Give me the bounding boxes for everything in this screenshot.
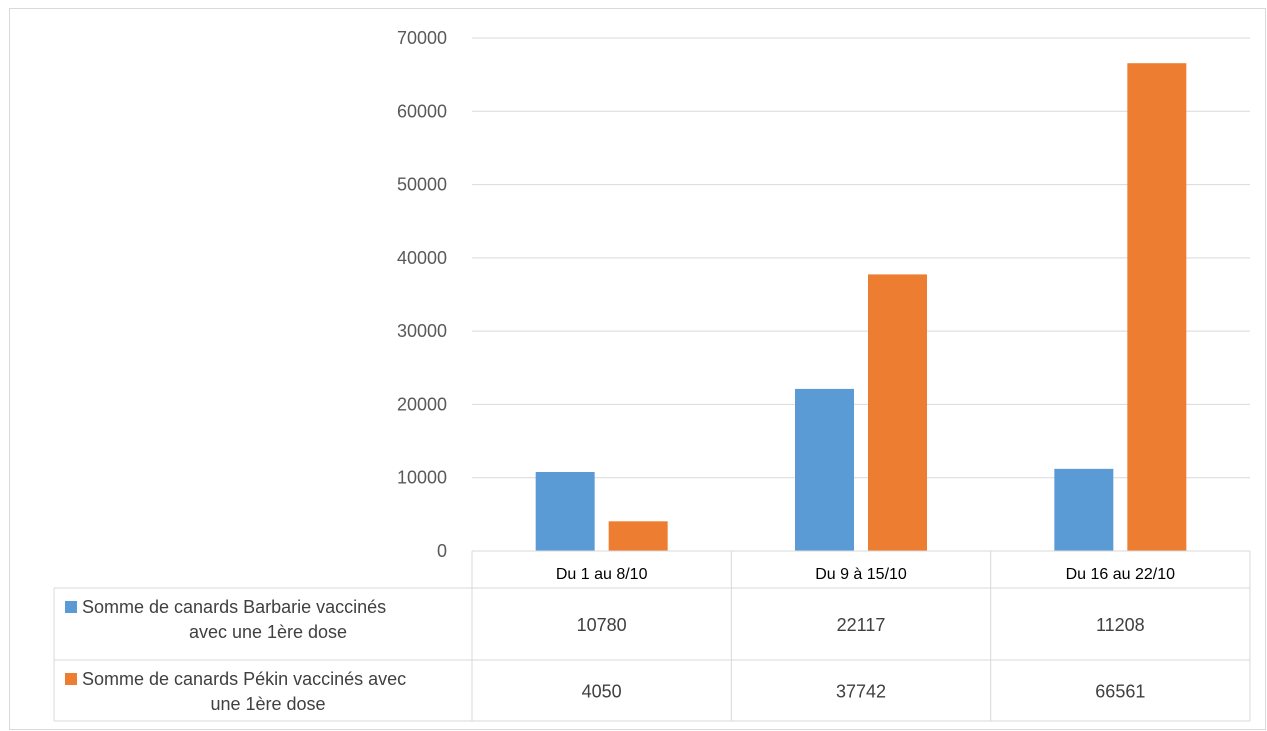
data-table-value: 37742 (836, 682, 886, 702)
bar (1127, 63, 1187, 552)
bar (868, 274, 927, 551)
y-tick-label: 50000 (397, 175, 447, 195)
y-tick-label: 0 (437, 541, 447, 561)
bar (795, 388, 854, 551)
y-tick-label: 60000 (397, 101, 447, 121)
legend-swatch (65, 673, 77, 685)
legend-label: Somme de canards Pékin vaccinés avec (82, 669, 406, 689)
x-tick-label: Du 16 au 22/10 (1066, 566, 1176, 583)
data-table-value: 11208 (1096, 615, 1145, 635)
data-table-value: 4050 (582, 682, 622, 702)
data-table-value: 10780 (577, 615, 627, 635)
x-tick-label: Du 9 à 15/10 (815, 566, 907, 583)
chart-frame (9, 8, 1266, 730)
x-tick-label: Du 1 au 8/10 (556, 566, 648, 583)
legend-label: avec une 1ère dose (189, 622, 347, 642)
bar (535, 471, 595, 551)
data-table-value: 66561 (1095, 682, 1145, 702)
y-tick-label: 40000 (397, 248, 447, 268)
y-tick-label: 30000 (397, 321, 447, 341)
data-table-value: 22117 (837, 615, 886, 635)
y-tick-label: 10000 (397, 468, 447, 488)
legend-swatch (65, 601, 77, 613)
legend-label: une 1ère dose (210, 694, 325, 714)
bar (608, 521, 668, 551)
y-tick-label: 70000 (397, 28, 447, 48)
y-tick-label: 20000 (397, 394, 447, 414)
bar (1054, 468, 1114, 551)
legend-label: Somme de canards Barbarie vaccinés (82, 597, 386, 617)
